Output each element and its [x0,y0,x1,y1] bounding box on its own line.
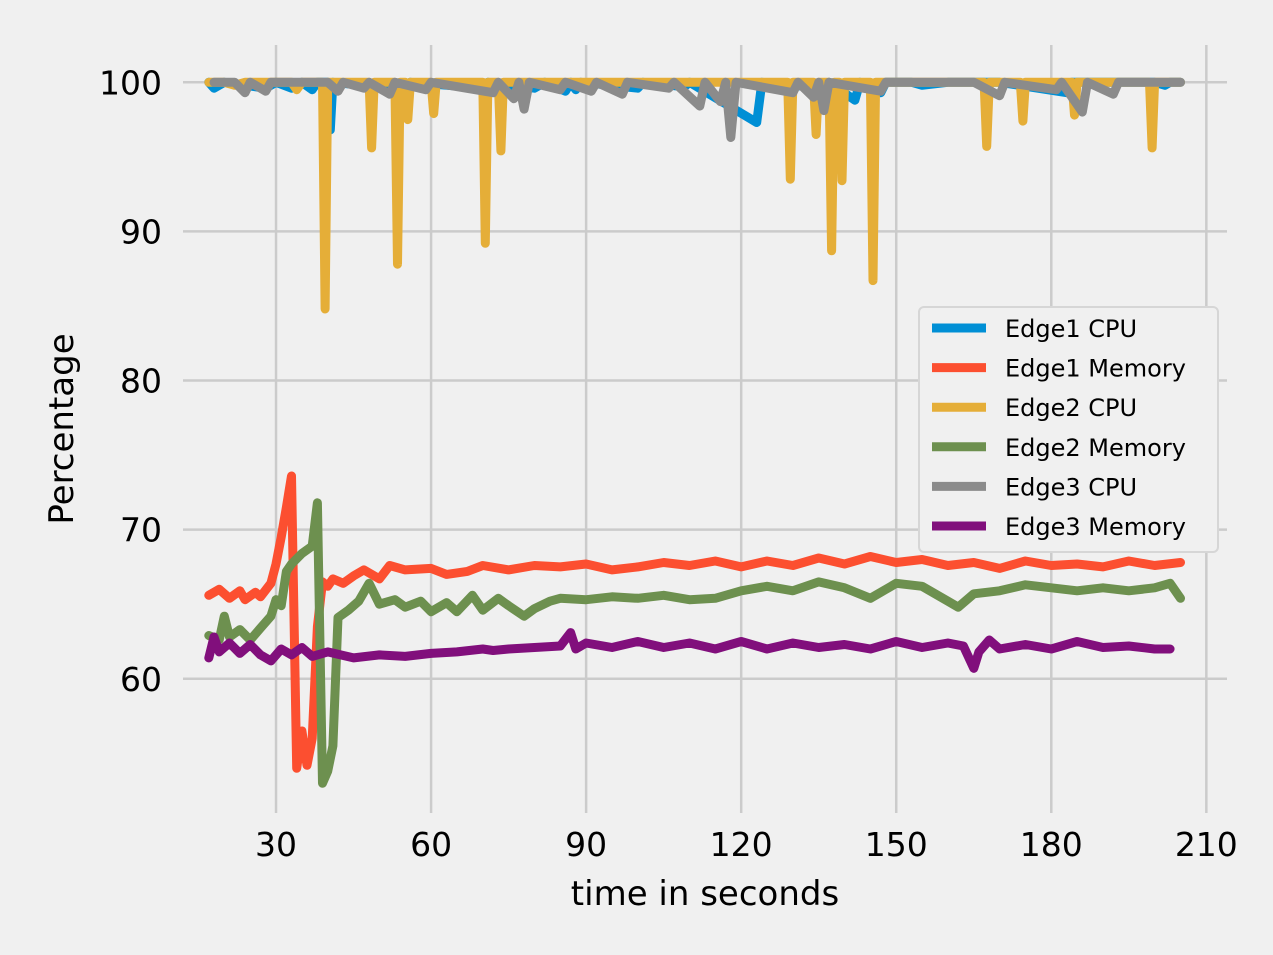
series-lines [204,77,1185,788]
legend-label: Edge3 Memory [1005,513,1186,541]
x-tick-label: 90 [565,825,607,864]
x-tick-label: 180 [1020,825,1083,864]
y-tick-label: 70 [120,511,162,550]
x-tick-label: 30 [255,825,297,864]
series-line-edge2-cpu [204,77,1185,314]
x-tick-label: 210 [1175,825,1238,864]
x-axis-title: time in seconds [571,874,839,914]
legend-label: Edge1 CPU [1005,315,1137,343]
x-tick-label: 60 [410,825,452,864]
series-line-edge3-cpu [209,77,1185,142]
legend-label: Edge2 Memory [1005,434,1186,462]
legend: Edge1 CPU Edge1 Memory Edge2 CPU Edge2 Memo… [918,306,1219,553]
legend-label: Edge2 CPU [1005,394,1137,422]
x-tick-label: 120 [710,825,773,864]
tick-labels: 30 60 90 120 150 180 210 60 70 80 90 100 [99,63,1238,864]
legend-box [918,306,1219,553]
x-tick-label: 150 [865,825,928,864]
series-line-edge1-memory [204,471,1185,773]
legend-label: Edge3 CPU [1005,473,1137,501]
series-line-edge3-memory [204,628,1175,673]
y-tick-label: 60 [120,660,162,699]
y-tick-label: 80 [120,362,162,401]
legend-label: Edge1 Memory [1005,355,1186,383]
series-line-edge2-memory [204,498,1185,788]
y-tick-label: 100 [99,63,162,102]
y-tick-label: 90 [120,212,162,251]
y-axis-title: Percentage [42,333,82,524]
